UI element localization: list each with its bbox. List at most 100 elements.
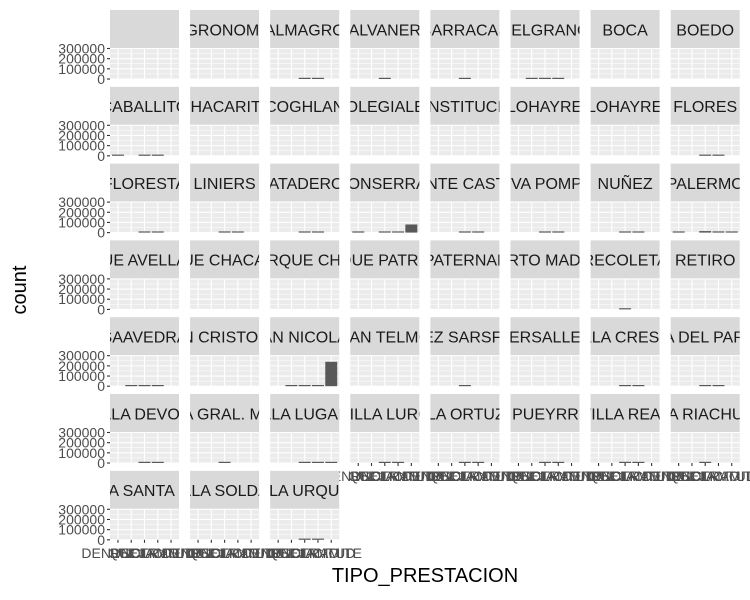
facet-panel: PUERTO MADERO xyxy=(510,240,580,310)
bar xyxy=(458,461,471,463)
y-tick-label: 200000 xyxy=(58,435,105,451)
x-tick-label: QUEJA xyxy=(268,545,315,561)
facet-strip xyxy=(590,163,660,203)
facet-strip xyxy=(350,163,420,203)
facet-strip-label: VILLA LURO xyxy=(339,406,431,423)
bar xyxy=(151,461,164,463)
facet-strip-label: COGHLAN xyxy=(265,99,344,116)
facet-strip-label: RECOLETA xyxy=(583,253,668,270)
facet-strip xyxy=(510,394,580,433)
x-tick-label: RECLAMO xyxy=(190,545,259,561)
facet-strip xyxy=(270,394,340,433)
facet-strip xyxy=(590,240,660,279)
facet-strip-label: BELGRANO xyxy=(501,22,590,39)
facet-strip-label: MATADEROS xyxy=(255,176,354,193)
bar xyxy=(699,154,712,156)
facet-strip-label: NUÑEZ xyxy=(598,173,653,193)
facet-strip-label: FLOHAYRES xyxy=(497,99,593,116)
facet-strip xyxy=(590,10,660,49)
facet-strip xyxy=(590,86,660,126)
facet-strip xyxy=(590,394,660,433)
facet-panel: VILLA CRESPO xyxy=(590,317,660,387)
facet-strip xyxy=(670,86,740,126)
bar xyxy=(218,461,231,463)
y-tick-label: 100000 xyxy=(58,522,105,538)
facet-strip xyxy=(510,317,580,356)
facet-strip-label: VILLA ORTUZAR xyxy=(403,406,527,423)
bar xyxy=(632,461,645,463)
x-tick-label: DENUNCIA xyxy=(322,468,396,484)
facet-panel: MONSERRAT xyxy=(350,163,420,234)
y-tick-label: 0 xyxy=(97,455,105,471)
x-tick-label: TRAMITE xyxy=(701,468,750,484)
facet-panel: VILLA URQUIZA DENUNCIAQUEJARECLAMOSOLICIT… xyxy=(242,470,362,561)
facet-strip-label: BARRACAS xyxy=(421,22,509,39)
facet-strip xyxy=(110,10,179,49)
x-tick-label: RECLAMO xyxy=(430,468,499,484)
facet-panel: SAN TELMO xyxy=(339,317,431,387)
x-tick-label: RECLAMO xyxy=(350,468,419,484)
facet-strip-label: NUEVA POMPEYA xyxy=(477,176,613,193)
bar xyxy=(525,77,538,79)
facet-strip xyxy=(510,86,580,126)
bar xyxy=(352,231,365,233)
y-tick-label: 300000 xyxy=(58,271,105,287)
facet-strip-label: VILLA RIACHUELO xyxy=(635,406,750,423)
facet-strip xyxy=(430,163,500,203)
bar xyxy=(151,385,164,387)
facet-strip-label: SAN TELMO xyxy=(339,329,431,346)
x-tick-label: QUEJA xyxy=(508,468,555,484)
facet-panel: BARRACAS xyxy=(421,10,509,80)
bar xyxy=(378,77,391,79)
x-tick-label: SOLICITUD xyxy=(681,468,750,484)
x-tick-label: SOLICITUD xyxy=(120,545,195,561)
facet-panel: COLEGIALES xyxy=(350,86,420,157)
y-tick-label: 100000 xyxy=(58,368,105,384)
x-tick-label: QUEJA xyxy=(188,545,235,561)
facet-panel: MONTE CASTRO xyxy=(400,163,529,234)
facet-strip xyxy=(270,317,340,356)
facet-strip xyxy=(430,10,500,49)
bar xyxy=(138,385,151,387)
y-tick-label: 0 xyxy=(97,532,105,548)
bar xyxy=(712,154,725,156)
facet-strip-label: MONTE CASTRO xyxy=(400,176,529,193)
x-tick-label: SOLICITUD xyxy=(601,468,676,484)
facet-strip xyxy=(350,317,420,356)
facet-panel: COGHLAN xyxy=(265,86,344,157)
bar xyxy=(138,461,151,463)
facet-strip xyxy=(110,470,179,510)
facet-strip xyxy=(270,240,340,279)
facet-panel: VILLA PUEYRREDON DENUNCIAQUEJARECLAMOSOLI… xyxy=(482,394,602,484)
bar xyxy=(458,77,471,79)
facet-panel: AGRONOMIA xyxy=(190,10,260,80)
x-tick-label: SOLICITUD xyxy=(281,545,356,561)
facet-panel: VILLA LUGANO xyxy=(270,394,340,464)
facet-strip-label: FLORESTA xyxy=(103,176,187,193)
facet-strip xyxy=(590,317,660,356)
bar xyxy=(325,361,338,387)
bar xyxy=(699,461,712,463)
facet-strip xyxy=(190,10,260,49)
facet-strip xyxy=(190,86,260,126)
x-tick-label: RECLAMO xyxy=(270,545,339,561)
facet-panel: BALVANERA xyxy=(350,10,420,80)
bar xyxy=(619,461,632,463)
facet-strip-label: BOEDO xyxy=(676,22,734,39)
facet-strip xyxy=(110,317,179,356)
x-tick-label: SOLICITUD xyxy=(361,468,436,484)
facet-strip xyxy=(510,163,580,203)
bar xyxy=(125,385,138,387)
y-tick-label: 200000 xyxy=(58,511,105,527)
y-tick-label: 100000 xyxy=(58,61,105,77)
bar xyxy=(619,308,632,310)
facet-strip xyxy=(510,240,580,279)
facet-strip-label: PALERMO xyxy=(667,176,744,193)
bar xyxy=(619,385,632,387)
facet-strip xyxy=(670,10,740,49)
bar xyxy=(285,385,298,387)
